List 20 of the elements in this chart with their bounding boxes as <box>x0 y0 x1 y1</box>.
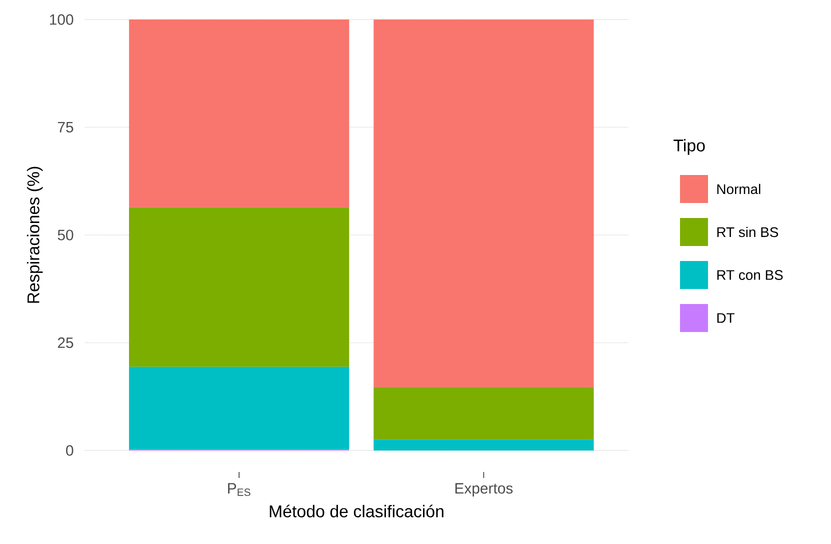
y-tick-label: 100 <box>50 14 74 25</box>
legend-label: RT sin BS <box>717 226 778 238</box>
y-tick-label: 50 <box>58 230 74 240</box>
x-tick-label: P$_{ES}$ <box>228 483 250 496</box>
bar <box>129 366 350 450</box>
legend-title: Tipo <box>674 139 705 155</box>
y-tick-label: 25 <box>58 337 74 348</box>
y-axis-title: Respiraciones (%) <box>26 166 43 303</box>
bar <box>129 20 350 208</box>
legend-label: RT con BS <box>717 270 783 280</box>
legend-label: Normal <box>717 184 760 194</box>
bar <box>129 207 350 367</box>
bar <box>374 387 594 440</box>
legend-label: DT <box>717 313 734 323</box>
x-axis-title: Método de clasificación <box>270 504 444 518</box>
bar <box>374 440 594 450</box>
x-tick-label: Expertos <box>455 483 513 497</box>
y-tick-label: 0 <box>66 445 74 456</box>
bar <box>374 20 594 388</box>
y-tick-label: 75 <box>58 122 74 132</box>
